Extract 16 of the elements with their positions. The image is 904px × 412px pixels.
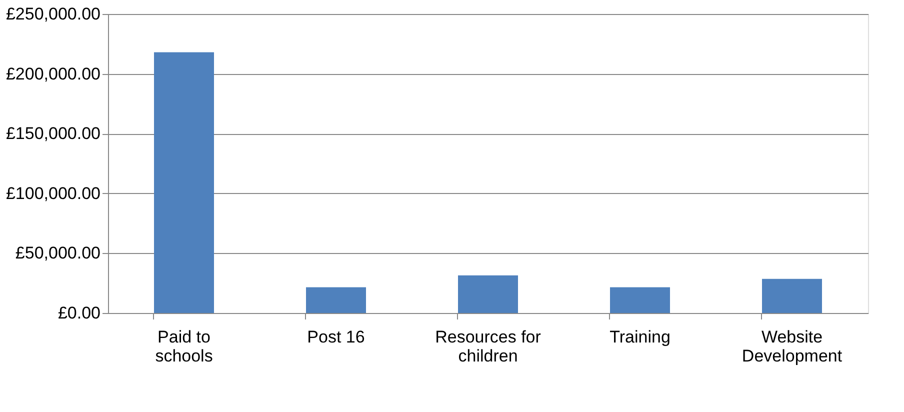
bar xyxy=(610,287,670,313)
x-tick-label: Training xyxy=(610,328,670,346)
bar xyxy=(306,287,366,313)
bar xyxy=(762,278,822,313)
y-tick-label: £150,000.00 xyxy=(6,124,100,144)
bar xyxy=(154,52,214,313)
y-tick-label: £250,000.00 xyxy=(6,4,100,24)
y-tick-label: £50,000.00 xyxy=(15,244,100,263)
y-tick-label: £200,000.00 xyxy=(6,64,100,84)
x-tick-label: Website Development xyxy=(742,328,842,366)
y-tick-label: £100,000.00 xyxy=(6,184,100,203)
bar xyxy=(458,275,518,313)
x-tick-label: Post 16 xyxy=(307,328,365,346)
x-tick-label: Resources for children xyxy=(435,328,542,366)
x-tick-label: Paid to schools xyxy=(155,328,213,366)
y-tick-label: £0.00 xyxy=(58,304,100,322)
